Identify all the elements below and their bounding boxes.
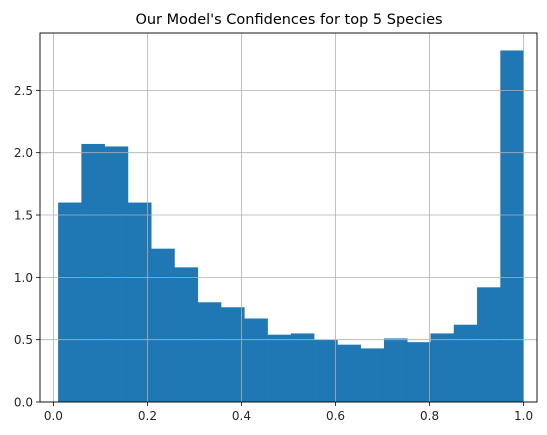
x-tick-label-1: 0.2 bbox=[138, 409, 157, 423]
histogram-bar-13 bbox=[360, 348, 385, 402]
y-tick-label-4: 2.0 bbox=[14, 146, 33, 160]
x-tick-label-2: 0.4 bbox=[232, 409, 251, 423]
histogram-bar-5 bbox=[174, 267, 199, 402]
histogram-bar-8 bbox=[244, 318, 268, 402]
histogram-bar-1 bbox=[81, 143, 105, 402]
y-tick-label-2: 1.0 bbox=[14, 271, 33, 285]
histogram-bars bbox=[58, 50, 524, 402]
histogram-bar-14 bbox=[383, 338, 408, 402]
x-tick-label-5: 1.0 bbox=[514, 409, 533, 423]
histogram-bar-9 bbox=[267, 334, 292, 402]
histogram-bar-6 bbox=[197, 302, 222, 402]
histogram-bar-19 bbox=[500, 50, 524, 402]
x-axis-ticks: 0.0 0.2 0.4 0.6 0.8 1.0 bbox=[44, 402, 533, 423]
y-tick-label-5: 2.5 bbox=[14, 84, 33, 98]
y-axis-ticks: 0.0 0.5 1.0 1.5 2.0 2.5 bbox=[14, 84, 40, 410]
y-tick-label-1: 0.5 bbox=[14, 333, 33, 347]
chart-title: Our Model's Confidences for top 5 Specie… bbox=[135, 12, 442, 28]
y-tick-label-0: 0.0 bbox=[14, 396, 33, 410]
x-tick-label-0: 0.0 bbox=[44, 409, 63, 423]
histogram-bar-10 bbox=[290, 333, 315, 402]
histogram-bar-18 bbox=[477, 287, 501, 402]
x-tick-label-4: 0.8 bbox=[420, 409, 439, 423]
histogram-bar-15 bbox=[407, 342, 431, 402]
histogram-bar-4 bbox=[151, 248, 175, 402]
histogram-bar-16 bbox=[430, 333, 455, 402]
plot-frame bbox=[39, 32, 538, 403]
histogram-bar-0 bbox=[58, 202, 82, 402]
histogram-bar-11 bbox=[314, 339, 338, 402]
histogram-bar-3 bbox=[127, 202, 152, 402]
histogram-bar-7 bbox=[221, 307, 245, 402]
histogram-bar-2 bbox=[104, 146, 129, 402]
x-tick-label-3: 0.6 bbox=[326, 409, 345, 423]
histogram-bar-17 bbox=[453, 324, 478, 402]
histogram-bar-12 bbox=[337, 344, 361, 402]
y-tick-label-3: 1.5 bbox=[14, 209, 33, 223]
